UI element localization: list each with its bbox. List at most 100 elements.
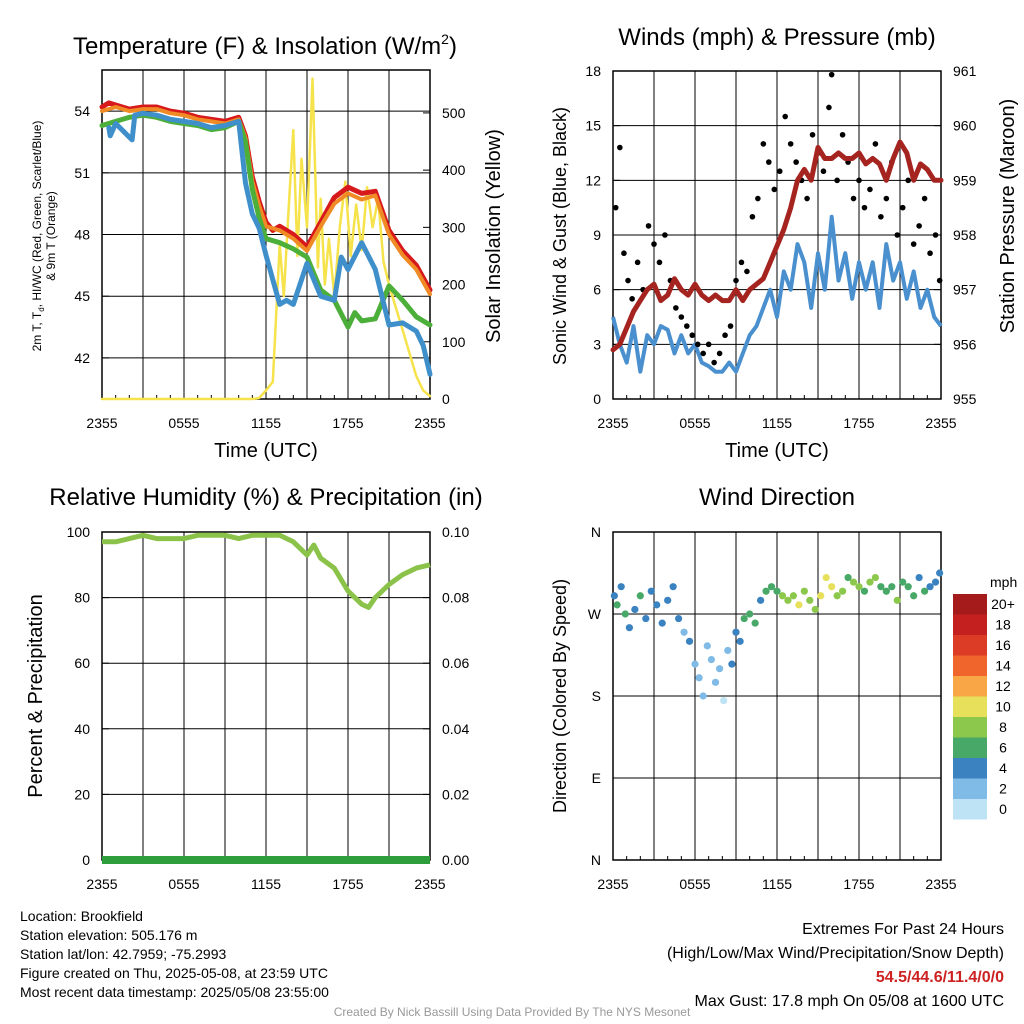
wind-panel: Winds (mph) & Pressure (mb) 0 3 6 9 12 15 18 95… — [550, 24, 1019, 462]
plot-border — [612, 531, 942, 861]
y-tick-label: 48 — [74, 227, 90, 243]
gust-point — [705, 341, 712, 348]
gust-point — [894, 232, 901, 238]
gust-point — [861, 204, 868, 211]
temp-ylabel-2: & 9m T (Orange) — [44, 191, 58, 281]
y2-tick-label: 0.10 — [442, 524, 469, 540]
gust-point — [760, 141, 767, 147]
speed-legend: mph 20+ 18 16 14 12 10 8 6 4 2 0 — [953, 574, 1017, 820]
credit-text: Created By Nick Bassill Using Data Provi… — [333, 1005, 691, 1019]
y-tick-label: 54 — [74, 103, 90, 119]
x-tick-label: 2355 — [597, 876, 628, 892]
gust-point — [744, 268, 750, 275]
y-tick-label: 20 — [74, 786, 90, 802]
gust-point — [700, 350, 706, 357]
y-tick-label: 45 — [74, 288, 90, 304]
gust-point — [883, 195, 890, 202]
x-tick-label: 2355 — [414, 876, 445, 892]
direction-point — [904, 583, 912, 591]
direction-point — [664, 596, 672, 604]
gust-point — [678, 314, 685, 320]
gust-point — [656, 259, 663, 266]
extremes-subtitle: (High/Low/Max Wind/Precipitation/Snow De… — [666, 945, 1004, 962]
gust-point — [899, 204, 906, 211]
legend-swatch — [953, 696, 987, 717]
series-line-sonic-wind — [611, 214, 943, 374]
gust-point — [722, 332, 728, 339]
x-tick-label: 0555 — [679, 876, 710, 892]
y2-tick-label: 100 — [442, 334, 466, 350]
gust-point — [932, 232, 939, 238]
gust-point — [839, 131, 846, 138]
legend-label: 6 — [999, 740, 1007, 756]
direction-point — [707, 655, 716, 664]
direction-point — [751, 619, 759, 627]
gust-point — [826, 104, 832, 111]
gust-point — [776, 168, 783, 175]
temp-plot-area: 42 45 48 51 54 0 100 200 300 400 500 2355 0555 1155 17… — [74, 69, 466, 431]
direction-point — [658, 619, 666, 627]
direction-point — [716, 665, 724, 673]
gust-point — [867, 186, 873, 193]
gust-point — [804, 195, 810, 202]
y-tick-label: 51 — [74, 165, 90, 181]
x-tick-label: 2355 — [597, 415, 628, 431]
direction-point — [653, 601, 661, 609]
gust-point — [936, 277, 943, 284]
wind-y2label: Station Pressure (Maroon) — [997, 99, 1019, 334]
series-line-9m-t — [100, 105, 432, 297]
gust-point — [910, 241, 917, 247]
direction-point — [680, 628, 688, 636]
direction-point — [926, 583, 934, 591]
y-tick-label: 100 — [67, 524, 91, 540]
y-tick-label: 80 — [74, 590, 90, 606]
gust-point — [771, 186, 778, 193]
direction-point — [610, 592, 618, 600]
direction-point — [860, 587, 869, 595]
x-tick-label: 0555 — [679, 415, 710, 431]
direction-point — [931, 578, 940, 586]
legend-label: 18 — [995, 617, 1011, 633]
legend-swatch — [953, 717, 987, 738]
gust-point — [711, 359, 717, 366]
direction-point — [784, 596, 792, 604]
gust-point — [625, 277, 631, 284]
x-tick-label: 1155 — [762, 876, 792, 892]
rh-ylabel: Percent & Precipitation — [25, 594, 47, 797]
gust-point — [809, 131, 816, 138]
gust-point — [749, 213, 756, 220]
direction-point — [703, 642, 711, 650]
gust-point — [856, 177, 862, 184]
y2-tick-label: 0.04 — [442, 721, 469, 737]
direction-point — [877, 583, 885, 591]
y2-tick-label: 500 — [442, 105, 466, 121]
legend-swatch — [953, 778, 987, 799]
y2-tick-label: 961 — [953, 63, 977, 79]
wind-title: Winds (mph) & Pressure (mb) — [618, 24, 935, 51]
direction-point — [711, 678, 720, 686]
temp-y2label: Solar Insolation (Yellow) — [483, 129, 505, 343]
direction-point — [844, 573, 852, 582]
direction-point — [910, 592, 918, 600]
legend-label: 0 — [999, 801, 1007, 817]
gust-point — [820, 168, 827, 175]
y-tick-label: E — [592, 770, 601, 786]
legend-label: 12 — [995, 678, 1011, 694]
direction-point — [855, 583, 863, 591]
legend-label: 8 — [999, 719, 1007, 735]
direction-point — [647, 587, 655, 595]
gust-point — [834, 177, 840, 184]
y2-tick-label: 0.00 — [442, 852, 469, 868]
direction-point — [773, 587, 781, 595]
series-line-humidity — [102, 532, 431, 610]
gust-point — [787, 141, 794, 147]
gust-point — [921, 195, 928, 202]
y2-tick-label: 0 — [442, 391, 450, 407]
elevation-text: Station elevation: 505.176 m — [20, 927, 198, 943]
gust-point — [662, 232, 668, 238]
x-tick-label: 2355 — [86, 876, 117, 892]
direction-point — [817, 592, 825, 600]
gust-point — [612, 204, 619, 211]
legend-swatch — [953, 594, 987, 615]
